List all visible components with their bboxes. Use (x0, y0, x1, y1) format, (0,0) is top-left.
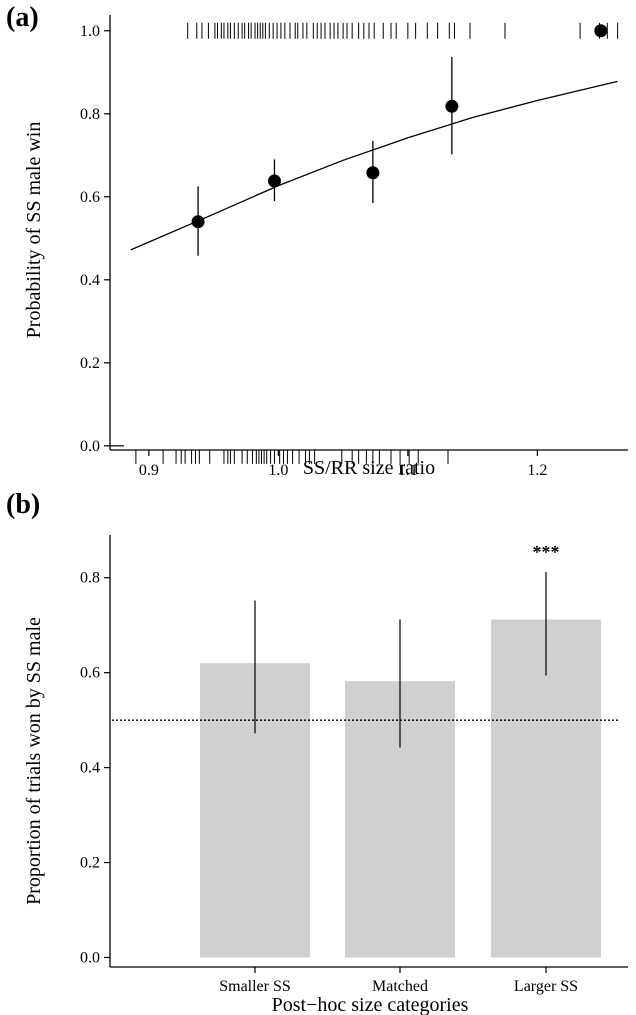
y-tick-label: 0.0 (80, 950, 100, 967)
chart-b: 0.0 0.2 0.4 0.6 0.8 *** Smaller SS Matched Large… (23, 535, 628, 1015)
x-tick-label: Matched (372, 978, 428, 995)
y-tick-label: 0.8 (80, 106, 100, 123)
panel-b-label: (b) (6, 489, 41, 520)
panel-a-label: (a) (6, 2, 39, 33)
y-tick-label: 0.2 (80, 355, 100, 372)
significance-annotation: *** (533, 542, 560, 562)
x-tick-label: 1.0 (268, 462, 288, 479)
x-tick-label: 1.2 (527, 462, 547, 479)
y-tick-label: 1.0 (80, 23, 100, 40)
x-tick-label: 1.1 (398, 462, 418, 479)
x-tick-label: Smaller SS (219, 978, 291, 995)
y-tick-label: 0.6 (80, 665, 100, 682)
chart-a: 0.0 0.2 0.4 0.6 0.8 1.0 0.9 1.0 1.1 1.2 SS/RR size… (23, 15, 628, 479)
data-point (594, 24, 608, 38)
y-tick-label: 0.2 (80, 855, 100, 872)
y-tick-label: 0.6 (80, 189, 100, 206)
data-point (191, 215, 205, 229)
y-tick-label: 0.4 (80, 760, 100, 777)
x-axis-title: SS/RR size ratio (303, 457, 435, 479)
y-tick-label: 0.4 (80, 272, 100, 289)
y-axis-title: Proportion of trials won by SS male (23, 617, 45, 905)
bar (491, 619, 601, 958)
x-axis-title: Post−hoc size categories (272, 994, 469, 1015)
y-tick-label: 0.8 (80, 570, 100, 587)
y-tick-label: 0.0 (80, 438, 100, 455)
y-axis-title: Probability of SS male win (23, 122, 45, 339)
fitted-curve (130, 80, 618, 251)
x-tick-label: 0.9 (139, 462, 159, 479)
data-point (445, 99, 459, 113)
x-tick-label: Larger SS (514, 978, 578, 995)
data-point (267, 174, 281, 188)
data-point (366, 166, 380, 180)
